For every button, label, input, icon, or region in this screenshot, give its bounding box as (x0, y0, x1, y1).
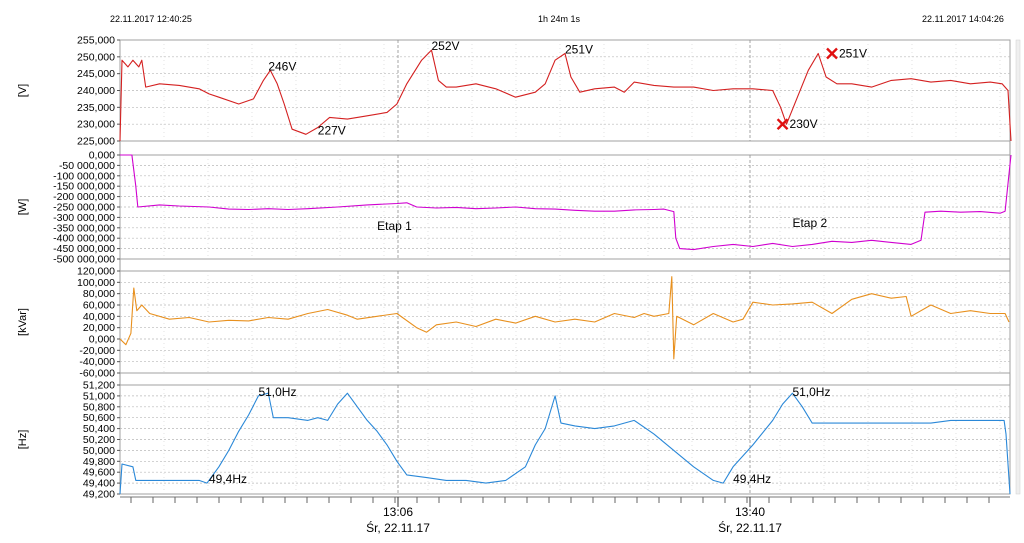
y-tick-label: -200 000,000 (53, 191, 115, 203)
duration-label: 1h 24m 1s (538, 14, 581, 24)
y-tick-label: 51,200 (83, 380, 115, 392)
y-tick-label: -60,000 (79, 368, 115, 380)
y-tick-label: 49,200 (83, 489, 115, 501)
y-tick-label: -100 000,000 (53, 170, 115, 182)
y-tick-label: -50 000,000 (59, 160, 115, 172)
y-axis-label: [V] (17, 84, 29, 97)
panel-3-frame (119, 270, 1011, 374)
y-axis-label: [Hz] (17, 430, 29, 450)
y-tick-label: 230,000 (77, 119, 115, 131)
annotation-label: 251V (839, 46, 867, 60)
x-tick-date-label: Śr, 22.11.17 (366, 520, 430, 535)
y-tick-label: 51,000 (83, 390, 115, 402)
y-tick-label: 245,000 (77, 68, 115, 80)
y-tick-label: 49,800 (83, 456, 115, 468)
y-tick-label: 40,000 (83, 311, 115, 323)
y-tick-label: -20,000 (79, 345, 115, 357)
x-tick-date-label: Śr, 22.11.17 (718, 520, 782, 535)
start-time-label: 22.11.2017 12:40:25 (110, 14, 192, 24)
y-tick-label: 80,000 (83, 288, 115, 300)
y-tick-label: 235,000 (77, 102, 115, 114)
y-tick-label: 0,000 (89, 150, 115, 162)
y-tick-label: -350 000,000 (53, 222, 115, 234)
x-tick-time-label: 13:06 (383, 505, 413, 519)
y-tick-label: 49,400 (83, 478, 115, 490)
y-tick-label: 50,200 (83, 434, 115, 446)
y-tick-label: 50,800 (83, 401, 115, 413)
series-line-1 (119, 49, 1012, 142)
y-axis-label: [kVar] (17, 308, 29, 336)
y-tick-label: 60,000 (83, 300, 115, 312)
end-time-label: 22.11.2017 14:04:26 (922, 14, 1004, 24)
annotation-label: 251V (565, 42, 593, 56)
y-tick-label: 225,000 (77, 136, 115, 148)
x-marker (776, 118, 789, 131)
y-tick-label: -150 000,000 (53, 181, 115, 193)
y-tick-label: 255,000 (77, 35, 115, 47)
series-line-2 (120, 154, 1012, 251)
y-tick-label: 240,000 (77, 85, 115, 97)
y-tick-label: -500 000,000 (53, 254, 115, 266)
y-tick-label: -40,000 (79, 356, 115, 368)
annotation-label: Etap 1 (377, 219, 412, 233)
series-line-3 (119, 276, 1010, 360)
y-tick-label: 50,400 (83, 423, 115, 435)
annotation-label: 246V (268, 59, 296, 73)
annotation-label: 227V (318, 123, 346, 137)
y-tick-label: -250 000,000 (53, 202, 115, 214)
y-tick-label: 0,000 (89, 334, 115, 346)
y-tick-label: -400 000,000 (53, 233, 115, 245)
series-line-4 (119, 392, 1011, 495)
annotation-label: 49,4Hz (209, 472, 247, 486)
x-marker (826, 47, 838, 60)
y-tick-label: 50,600 (83, 412, 115, 424)
annotation-label: 49,4Hz (733, 472, 771, 486)
y-tick-label: 120,000 (77, 266, 115, 278)
y-tick-label: -300 000,000 (53, 212, 115, 224)
y-tick-label: 49,600 (83, 467, 115, 479)
annotation-label: 51,0Hz (258, 385, 296, 399)
annotation-label: Etap 2 (792, 216, 827, 230)
annotation-label: 230V (790, 117, 818, 131)
annotation-label: 51,0Hz (792, 385, 830, 399)
y-tick-label: 100,000 (77, 277, 115, 289)
annotation-label: 252V (432, 39, 460, 53)
right-edge-strip (1015, 39, 1021, 495)
x-tick-time-label: 13:40 (735, 505, 765, 519)
y-tick-label: 250,000 (77, 51, 115, 63)
y-tick-label: -450 000,000 (53, 243, 115, 255)
y-tick-label: 20,000 (83, 322, 115, 334)
y-axis-label: [W] (17, 199, 29, 216)
y-tick-label: 50,000 (83, 445, 115, 457)
